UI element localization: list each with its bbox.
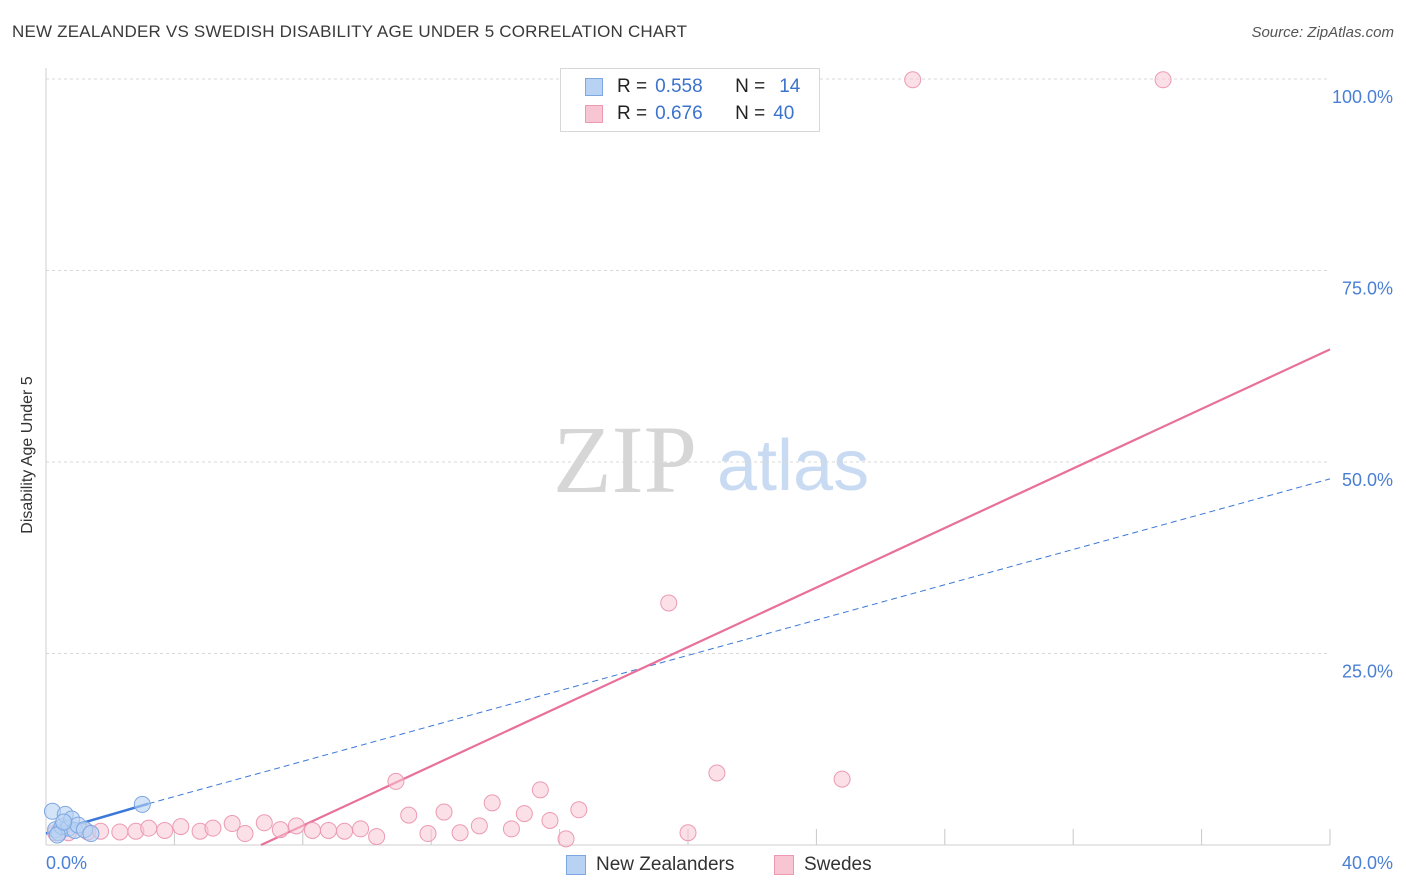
swedes-point [451, 824, 469, 842]
swedes-point [287, 817, 305, 835]
new-zealanders-point [133, 795, 151, 813]
swedes-points [47, 71, 1172, 848]
x-tick-label: 0.0% [46, 853, 87, 873]
watermark-atlas: atlas [717, 426, 869, 506]
bottom-legend-swedes: Swedes [774, 852, 872, 878]
swedes-point [387, 772, 405, 790]
swedes-point [352, 820, 370, 838]
swedes-point [483, 794, 501, 812]
swedes-point [435, 803, 453, 821]
swedes-point [708, 764, 726, 782]
y-tick-label: 50.0% [1342, 470, 1393, 490]
new-zealanders-point [82, 825, 100, 843]
swedes-point [156, 821, 174, 839]
swedes-point [204, 819, 222, 837]
legend-swatch-blue [585, 78, 603, 96]
legend-n-value: 14 [779, 76, 801, 97]
legend-r-value: 0.676 [655, 103, 703, 124]
source-label: Source: ZipAtlas.com [1251, 24, 1394, 41]
y-tick-label: 25.0% [1342, 662, 1393, 682]
new-zealanders-point [55, 813, 73, 831]
new-zealanders-trend-extension [148, 478, 1331, 805]
watermark-zip: ZIP [553, 406, 697, 513]
swedes-point [570, 801, 588, 819]
swedes-point [271, 821, 289, 839]
legend-r-value: 0.558 [655, 76, 703, 97]
swedes-point [419, 825, 437, 843]
legend-r-label: R = [617, 76, 648, 97]
swedes-point [531, 781, 549, 799]
swedes-point [140, 819, 158, 837]
swedes-point [368, 828, 386, 846]
swedes-point [515, 805, 533, 823]
y-tick-label: 100.0% [1332, 87, 1393, 107]
swedes-point [904, 71, 922, 89]
bottom-legend-swatch-blue [566, 855, 586, 875]
swedes-trend-line [260, 348, 1331, 846]
legend-row-new-zealanders: R = 0.558 N = 14 [585, 75, 800, 99]
legend-n-label: N = [735, 103, 766, 124]
swedes-point [1154, 71, 1172, 89]
swedes-point [502, 820, 520, 838]
swedes-point [236, 825, 254, 843]
new-zealanders-points [43, 795, 151, 844]
x-tick-label: 40.0% [1342, 853, 1393, 873]
swedes-point [255, 814, 273, 832]
swedes-point [400, 806, 418, 824]
stats-legend: R = 0.558 N = 14 R = 0.676 N = 40 [560, 68, 820, 132]
swedes-point [223, 815, 241, 833]
swedes-point [660, 594, 678, 612]
swedes-point [319, 821, 337, 839]
x-tick-labels: 0.0% 40.0% [46, 853, 1393, 873]
bottom-legend-new-zealanders: New Zealanders [566, 852, 734, 878]
swedes-point [541, 811, 559, 829]
legend-n-value: 40 [773, 103, 795, 124]
legend-n-label: N = [735, 76, 766, 97]
chart-title: NEW ZEALANDER VS SWEDISH DISABILITY AGE … [12, 22, 688, 41]
swedes-point [111, 823, 129, 841]
bottom-legend-label: Swedes [804, 854, 872, 875]
axes [45, 68, 1330, 846]
y-tick-label: 75.0% [1342, 279, 1393, 299]
swedes-point [470, 817, 488, 835]
legend-swatch-pink [585, 105, 603, 123]
swedes-point [557, 830, 575, 848]
swedes-point [303, 821, 321, 839]
legend-row-swedes: R = 0.676 N = 40 [585, 102, 794, 126]
legend-r-label: R = [617, 103, 648, 124]
swedes-point [833, 770, 851, 788]
grid-lines [46, 78, 1331, 845]
swedes-point [336, 822, 354, 840]
swedes-point [172, 818, 190, 836]
y-tick-labels: 25.0% 50.0% 75.0% 100.0% [1332, 87, 1393, 682]
bottom-legend-label: New Zealanders [596, 854, 735, 875]
swedes-point [679, 824, 697, 842]
bottom-legend-swatch-pink [774, 855, 794, 875]
